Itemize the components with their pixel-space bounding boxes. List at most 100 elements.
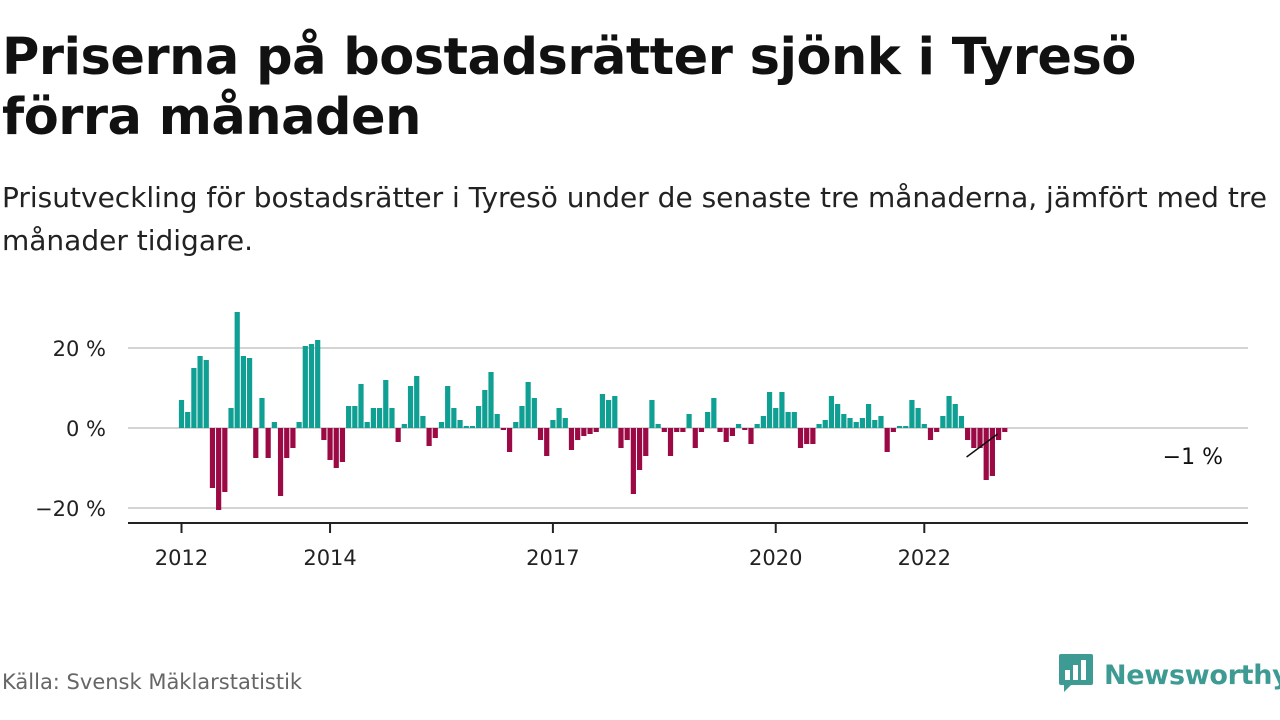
x-axis [128,522,1248,533]
bar [222,428,228,492]
bar [463,426,469,428]
bar [841,414,847,428]
bar [550,420,556,428]
bar [890,428,896,432]
bar [581,428,587,436]
bar [414,376,420,428]
bar [370,408,376,428]
bar [989,428,995,476]
bar [816,424,822,428]
bar [284,428,290,458]
bar [476,406,482,428]
bar [203,360,209,428]
bar [828,396,835,428]
bar [674,428,680,432]
bar [760,416,766,428]
y-tick-label: −20 % [35,497,106,521]
bar [927,428,934,440]
bar [965,428,971,440]
bar [742,428,748,430]
x-tick-label: 2012 [155,546,208,570]
bar [531,398,537,428]
bar [723,428,729,442]
bar [290,428,296,448]
y-tick-label: 0 % [66,417,106,441]
brand-name: Newsworthy [1104,659,1280,691]
bar-chart: −20 % 0 % 20 % 2012 2014 2017 2020 2022 −1 % [35,312,1248,570]
bar [766,392,773,428]
bar [562,418,568,428]
bar [983,428,989,480]
bar [296,422,302,428]
bar [773,408,779,428]
bar [457,420,463,428]
bar [711,398,717,428]
bar [506,428,513,452]
bar [797,428,804,448]
bars [178,312,1008,510]
bar [438,422,445,428]
bar [544,428,550,456]
bar [705,412,711,428]
bar [736,424,742,428]
bar [692,428,698,448]
bar [525,382,531,428]
bar [216,428,222,510]
bar [921,424,927,428]
bar [958,416,965,428]
bar [903,426,909,428]
bar [884,428,890,452]
bar-chart-speech-bubble-icon [1058,652,1094,698]
bar [321,428,327,440]
bar [197,356,203,428]
bar [395,428,401,442]
x-tick-label: 2017 [526,546,579,570]
bar [952,404,958,428]
bar [643,428,649,456]
bar [878,416,884,428]
bar [469,426,476,428]
bar [822,420,828,428]
bar [315,340,321,428]
annotation-leader-line [966,433,999,458]
bar [277,428,284,496]
annotation: −1 % [966,433,1226,473]
bar [482,390,488,428]
bar [240,356,246,428]
bar [748,428,754,444]
bar [333,428,339,468]
bar [810,428,816,444]
bar [339,428,346,462]
bar [853,422,859,428]
x-tick-label: 2022 [898,546,951,570]
bar [729,428,736,436]
bar [383,380,389,428]
bar [178,400,185,428]
bar [234,312,240,428]
bar [649,400,655,428]
bar [599,394,606,428]
bar [426,428,432,446]
bar [352,406,358,428]
bar [445,386,451,428]
bar [655,424,661,428]
bar [896,426,903,428]
chart-title: Priserna på bostadsrätter sjönk i Tyresö… [2,28,1136,147]
bar [401,424,407,428]
bar [661,428,667,432]
bar [587,428,593,434]
bar [451,408,457,428]
bar [791,412,797,428]
bar [804,428,810,444]
bar [500,428,506,430]
chart-subtitle: Prisutveckling för bostadsrätter i Tyres… [2,181,1267,257]
bar [358,384,364,428]
bar [593,428,599,432]
bar [686,414,692,428]
brand-logo[interactable]: Newsworthy [1058,654,1280,696]
bar [253,428,259,458]
bar [835,404,841,428]
bar [191,368,197,428]
bar [389,408,395,428]
bar [680,428,686,432]
